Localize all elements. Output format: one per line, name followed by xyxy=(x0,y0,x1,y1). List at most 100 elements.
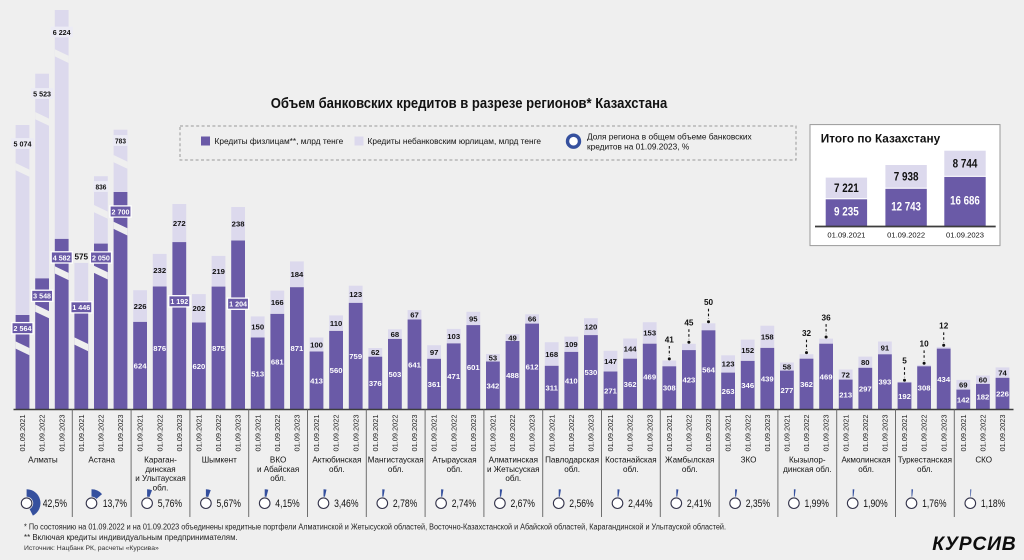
svg-text:3 548: 3 548 xyxy=(33,292,52,301)
svg-text:10: 10 xyxy=(920,340,930,349)
svg-text:152: 152 xyxy=(741,346,754,355)
svg-text:560: 560 xyxy=(330,366,343,375)
svg-text:311: 311 xyxy=(545,384,558,393)
svg-text:7 221: 7 221 xyxy=(834,181,859,195)
svg-text:575: 575 xyxy=(74,252,88,261)
svg-text:488: 488 xyxy=(506,371,520,380)
svg-text:1 192: 1 192 xyxy=(170,297,188,306)
svg-text:01.09.2021: 01.09.2021 xyxy=(77,415,86,452)
svg-text:8 744: 8 744 xyxy=(953,156,978,170)
svg-text:01.09.2021: 01.09.2021 xyxy=(606,415,615,452)
svg-text:СКО: СКО xyxy=(975,456,992,465)
svg-text:Туркестанская: Туркестанская xyxy=(898,456,952,465)
svg-text:564: 564 xyxy=(702,366,716,375)
svg-text:кредитов на 01.09.2023, %: кредитов на 01.09.2023, % xyxy=(587,141,690,151)
svg-text:01.09.2021: 01.09.2021 xyxy=(489,415,498,452)
svg-text:и Абайская: и Абайская xyxy=(257,465,299,474)
svg-text:5,76%: 5,76% xyxy=(158,498,183,510)
svg-text:01.09.2022: 01.09.2022 xyxy=(685,415,694,452)
svg-text:01.09.2023: 01.09.2023 xyxy=(946,230,984,239)
svg-text:01.09.2021: 01.09.2021 xyxy=(253,415,262,452)
svg-text:Мангистауская: Мангистауская xyxy=(368,456,424,465)
svg-text:5 074: 5 074 xyxy=(14,139,33,148)
svg-text:232: 232 xyxy=(153,266,166,275)
svg-text:271: 271 xyxy=(604,386,618,395)
svg-text:362: 362 xyxy=(624,380,637,389)
svg-text:обл.: обл. xyxy=(564,465,580,474)
svg-text:1 446: 1 446 xyxy=(72,303,90,312)
svg-text:** Включая кредиты индивидуаль: ** Включая кредиты индивидуальным предпр… xyxy=(24,533,238,542)
svg-text:272: 272 xyxy=(173,219,186,228)
svg-text:68: 68 xyxy=(391,330,400,339)
svg-text:410: 410 xyxy=(565,377,578,386)
svg-text:01.09.2023: 01.09.2023 xyxy=(645,415,654,452)
svg-text:875: 875 xyxy=(212,344,226,353)
svg-text:66: 66 xyxy=(528,315,537,324)
svg-text:16 686: 16 686 xyxy=(950,194,980,208)
svg-text:513: 513 xyxy=(251,369,264,378)
svg-text:530: 530 xyxy=(584,368,597,377)
svg-text:308: 308 xyxy=(663,384,677,393)
svg-text:60: 60 xyxy=(979,376,988,385)
svg-text:5: 5 xyxy=(902,357,907,366)
svg-text:01.09.2021: 01.09.2021 xyxy=(959,415,968,452)
svg-text:01.09.2022: 01.09.2022 xyxy=(979,415,988,452)
svg-text:01.09.2021: 01.09.2021 xyxy=(430,415,439,452)
svg-text:01.09.2023: 01.09.2023 xyxy=(351,415,360,452)
svg-text:238: 238 xyxy=(232,220,246,229)
svg-text:01.09.2022: 01.09.2022 xyxy=(97,415,106,452)
svg-text:01.09.2023: 01.09.2023 xyxy=(410,415,419,452)
svg-text:Доля региона в общем объеме ба: Доля региона в общем объеме банковских xyxy=(587,131,753,141)
svg-text:97: 97 xyxy=(430,348,439,357)
svg-text:Жамбылская: Жамбылская xyxy=(665,456,714,465)
svg-text:681: 681 xyxy=(271,358,285,367)
svg-text:01.09.2021: 01.09.2021 xyxy=(195,415,204,452)
svg-text:Астана: Астана xyxy=(88,456,115,465)
svg-text:759: 759 xyxy=(349,352,362,361)
svg-text:226: 226 xyxy=(134,302,147,311)
svg-text:62: 62 xyxy=(371,348,380,357)
svg-text:3,46%: 3,46% xyxy=(334,498,359,510)
svg-text:ЗКО: ЗКО xyxy=(741,456,757,465)
svg-text:1,76%: 1,76% xyxy=(922,498,947,510)
svg-text:01.09.2022: 01.09.2022 xyxy=(920,415,929,452)
svg-text:01.09.2022: 01.09.2022 xyxy=(449,415,458,452)
svg-text:144: 144 xyxy=(624,344,638,353)
svg-text:01.09.2022: 01.09.2022 xyxy=(567,415,576,452)
svg-text:01.09.2023: 01.09.2023 xyxy=(998,415,1007,452)
svg-text:184: 184 xyxy=(290,270,304,279)
svg-text:обл.: обл. xyxy=(153,483,169,492)
svg-text:01.09.2023: 01.09.2023 xyxy=(704,415,713,452)
svg-text:01.09.2021: 01.09.2021 xyxy=(312,415,321,452)
svg-text:1 204: 1 204 xyxy=(229,300,248,309)
svg-text:01.09.2021: 01.09.2021 xyxy=(783,415,792,452)
svg-text:100: 100 xyxy=(310,340,323,349)
svg-text:439: 439 xyxy=(761,375,774,384)
svg-text:2,35%: 2,35% xyxy=(746,498,771,510)
svg-text:Итого по Казахстану: Итого по Казахстану xyxy=(821,132,941,146)
svg-text:147: 147 xyxy=(604,357,617,366)
svg-text:4,15%: 4,15% xyxy=(275,498,300,510)
svg-text:01.09.2021: 01.09.2021 xyxy=(18,415,27,452)
svg-text:01.09.2021: 01.09.2021 xyxy=(547,415,556,452)
svg-text:213: 213 xyxy=(839,390,852,399)
svg-text:166: 166 xyxy=(271,298,284,307)
svg-text:110: 110 xyxy=(330,319,342,328)
svg-text:12 743: 12 743 xyxy=(891,200,921,214)
svg-text:376: 376 xyxy=(369,379,382,388)
svg-text:120: 120 xyxy=(584,323,597,332)
svg-text:01.09.2022: 01.09.2022 xyxy=(743,415,752,452)
svg-text:01.09.2023: 01.09.2023 xyxy=(57,415,66,452)
svg-text:Кредиты физлицам**, млрд тенге: Кредиты физлицам**, млрд тенге xyxy=(215,136,344,146)
svg-text:КУРСИВ: КУРСИВ xyxy=(932,534,1016,555)
svg-text:2,56%: 2,56% xyxy=(569,498,594,510)
svg-text:277: 277 xyxy=(780,386,793,395)
svg-text:74: 74 xyxy=(998,368,1007,377)
svg-text:36: 36 xyxy=(822,313,832,322)
svg-text:Кызылор-: Кызылор- xyxy=(789,456,826,465)
svg-text:обл.: обл. xyxy=(682,465,698,474)
svg-text:Алматы: Алматы xyxy=(28,456,58,465)
svg-text:503: 503 xyxy=(388,370,401,379)
svg-text:297: 297 xyxy=(859,385,872,394)
svg-text:01.09.2023: 01.09.2023 xyxy=(763,415,772,452)
